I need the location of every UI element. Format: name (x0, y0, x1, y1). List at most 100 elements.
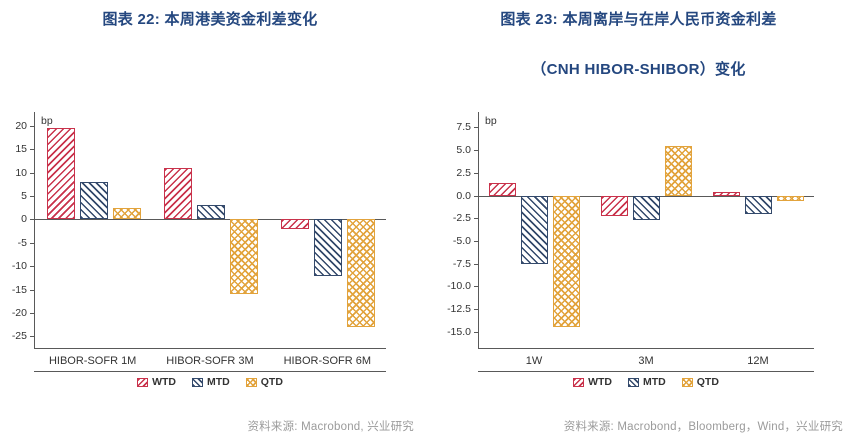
bar-qtd-12m (776, 195, 804, 201)
y-tick-label: 5.0 (456, 144, 471, 157)
y-tick-mark (30, 219, 34, 221)
x-axis-labels-22: HIBOR-SOFR 1M HIBOR-SOFR 3M HIBOR-SOFR 6M (34, 352, 386, 367)
legend-label: MTD (643, 376, 666, 388)
figure-23-panel: 图表 23: 本周离岸与在岸人民币资金利差 （CNH HIBOR-SHIBOR）… (428, 0, 849, 442)
y-tick-mark (474, 331, 478, 333)
y-tick-mark (30, 149, 34, 151)
bar-mtd-12m (744, 195, 772, 214)
x-category-label: 12M (747, 355, 769, 367)
x-category-label: HIBOR-SOFR 1M (48, 355, 137, 367)
bar-qtd-1w (553, 195, 581, 328)
legend-label: QTD (260, 376, 283, 388)
legend-item-qtd: QTD (681, 376, 719, 388)
bar-qtd-3m (665, 145, 692, 196)
chart-area-23: 7.5 5.0 2.5 0.0 -2.5 -5.0 -7.5 -10.0 -12.5 -15.0 … (428, 112, 849, 402)
legend-label: WTD (588, 376, 612, 388)
chart-area-22: 20 15 10 5 0 -5 -10 -15 -20 -25 bp HIBOR-SOFR 1M H… (0, 112, 420, 402)
y-tick-label: 20 (15, 120, 27, 133)
y-tick-mark (30, 172, 34, 174)
x-category-label: 3M (638, 355, 654, 367)
bar-wtd-hibor-sofr-3m (163, 168, 192, 220)
y-tick-label: -10.0 (447, 280, 471, 293)
legend-label: QTD (696, 376, 719, 388)
legend-swatch-wtd-icon (573, 377, 585, 387)
x-category-label: HIBOR-SOFR 3M (166, 355, 254, 367)
bar-mtd-hibor-sofr-3m (196, 205, 225, 220)
y-tick-label: 0 (21, 213, 27, 226)
bar-mtd-3m (633, 195, 660, 220)
legend-label: WTD (152, 376, 176, 388)
y-tick-label: 0.0 (456, 189, 471, 202)
legend-item-mtd: MTD (192, 376, 230, 388)
bar-qtd-hibor-sofr-6m (346, 219, 375, 327)
y-tick-mark (30, 266, 34, 268)
y-axis-23: 7.5 5.0 2.5 0.0 -2.5 -5.0 -7.5 -10.0 -12.5 -15.0 (438, 112, 478, 349)
legend-swatch-qtd-icon (245, 377, 257, 387)
bar-wtd-1w (489, 182, 517, 196)
y-tick-mark (30, 289, 34, 291)
bar-qtd-hibor-sofr-1m (112, 207, 141, 220)
y-axis-unit-label: bp (41, 115, 53, 127)
y-tick-label: -20 (11, 306, 27, 319)
y-tick-label: -5.0 (452, 234, 471, 247)
x-category-label: HIBOR-SOFR 6M (283, 355, 372, 367)
bar-wtd-12m (712, 191, 740, 196)
legend-swatch-qtd-icon (681, 377, 693, 387)
y-tick-mark (474, 240, 478, 242)
y-tick-mark (30, 242, 34, 244)
chart-title-23-line1: 图表 23: 本周离岸与在岸人民币资金利差 (500, 11, 777, 28)
bar-wtd-3m (601, 195, 628, 217)
x-axis-line-23 (478, 371, 814, 372)
y-tick-label: 10 (15, 166, 27, 179)
y-tick-mark (474, 263, 478, 265)
y-tick-mark (30, 196, 34, 198)
figure-22-panel: 图表 22: 本周港美资金利差变化 20 15 10 5 0 -5 -10 -15 -20 -25… (0, 0, 420, 442)
y-tick-label: -15.0 (447, 325, 471, 338)
y-tick-label: 2.5 (456, 166, 471, 179)
y-tick-mark (30, 126, 34, 128)
x-axis-labels-23: 1W 3M 12M (478, 352, 814, 367)
legend-swatch-mtd-icon (192, 377, 203, 387)
chart-title-22: 图表 22: 本周港美资金利差变化 (102, 11, 318, 28)
bar-wtd-hibor-sofr-1m (46, 128, 75, 220)
plot-area-22: bp (34, 112, 386, 349)
x-axis-line-22 (34, 371, 386, 372)
y-tick-label: -5 (17, 236, 27, 249)
chart-legend-23: WTD MTD QTD (478, 376, 814, 388)
y-tick-label: 7.5 (456, 121, 471, 134)
y-tick-label: -10 (11, 260, 27, 273)
bar-mtd-hibor-sofr-6m (313, 219, 342, 276)
bar-wtd-hibor-sofr-6m (280, 219, 309, 229)
y-tick-mark (30, 312, 34, 314)
y-tick-label: -12.5 (447, 302, 471, 315)
bar-qtd-hibor-sofr-3m (229, 219, 258, 295)
legend-swatch-wtd-icon (137, 377, 149, 387)
source-note-22: 资料来源: Macrobond, 兴业研究 (247, 421, 414, 433)
y-tick-mark (474, 195, 478, 197)
legend-item-wtd: WTD (137, 376, 176, 388)
legend-item-wtd: WTD (573, 376, 612, 388)
legend-item-mtd: MTD (628, 376, 666, 388)
y-axis-unit-label: bp (485, 115, 497, 127)
y-tick-label: -2.5 (452, 212, 471, 225)
legend-label: MTD (207, 376, 230, 388)
y-tick-mark (474, 308, 478, 310)
source-note-23: 资料来源: Macrobond，Bloomberg，Wind，兴业研究 (563, 421, 843, 433)
y-tick-label: 15 (15, 143, 27, 156)
y-axis-22: 20 15 10 5 0 -5 -10 -15 -20 -25 (2, 112, 34, 349)
zero-line (35, 219, 386, 221)
x-category-label: 1W (525, 355, 543, 367)
y-tick-mark (474, 150, 478, 152)
y-tick-mark (474, 218, 478, 220)
legend-swatch-mtd-icon (628, 377, 639, 387)
bar-mtd-1w (521, 195, 549, 264)
y-tick-label: -25 (11, 330, 27, 343)
y-tick-label: 5 (21, 190, 27, 203)
y-tick-mark (474, 127, 478, 129)
y-tick-mark (474, 286, 478, 288)
legend-item-qtd: QTD (245, 376, 283, 388)
y-tick-mark (30, 336, 34, 338)
bar-mtd-hibor-sofr-1m (79, 182, 108, 220)
chart-title-23-line2: （CNH HIBOR-SHIBOR）变化 (531, 61, 746, 78)
